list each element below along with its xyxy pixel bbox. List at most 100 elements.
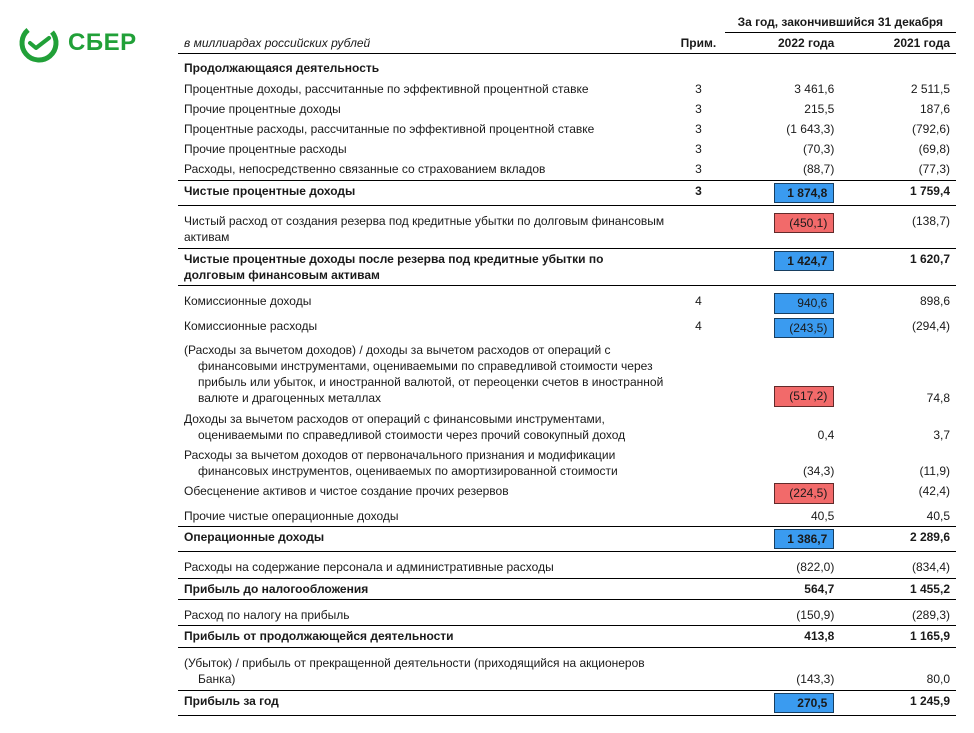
value-cell: 270,5 <box>725 690 841 715</box>
table-row: (Убыток) / прибыль от прекращенной деяте… <box>178 653 956 690</box>
row-label: Процентные расходы, рассчитанные по эффе… <box>178 119 672 139</box>
col-2021-header: 2021 года <box>840 33 956 54</box>
value-cell: (34,3) <box>725 445 841 481</box>
row-note: 3 <box>672 119 725 139</box>
value-cell: 898,6 <box>840 291 956 315</box>
row-note: 4 <box>672 291 725 315</box>
value-cell: (88,7) <box>725 159 841 180</box>
row-label: Расходы на содержание персонала и админи… <box>178 557 672 578</box>
row-note <box>672 578 725 599</box>
row-label: Расходы, непосредственно связанные со ст… <box>178 159 672 180</box>
row-label: Прибыль от продолжающейся деятельности <box>178 626 672 647</box>
row-note <box>672 211 725 248</box>
value-cell: (294,4) <box>840 316 956 340</box>
table-row: Чистые процентные доходы после резерва п… <box>178 248 956 285</box>
value-cell: 1 424,7 <box>725 248 841 285</box>
col-note-header: Прим. <box>672 33 725 54</box>
value-cell: (1 643,3) <box>725 119 841 139</box>
table-row: Комиссионные доходы4940,6898,6 <box>178 291 956 315</box>
value-cell: 2 511,5 <box>840 79 956 99</box>
value-cell: 564,7 <box>725 578 841 599</box>
row-note <box>672 690 725 715</box>
value-cell: 3 461,6 <box>725 79 841 99</box>
value-cell: 1 874,8 <box>725 180 841 205</box>
row-note: 3 <box>672 180 725 205</box>
row-label: (Расходы за вычетом доходов) / доходы за… <box>178 340 672 409</box>
table-row: Доходы за вычетом расходов от операций с… <box>178 409 956 445</box>
brand-name: СБЕР <box>68 29 137 57</box>
row-note <box>672 409 725 445</box>
sber-logo-icon <box>18 22 60 64</box>
table-row: Чистый расход от создания резерва под кр… <box>178 211 956 248</box>
table-body: Продолжающаяся деятельностьПроцентные до… <box>178 54 956 721</box>
value-cell: 413,8 <box>725 626 841 647</box>
row-note <box>672 248 725 285</box>
table-row: Прибыль за год270,51 245,9 <box>178 690 956 715</box>
col-2022-header: 2022 года <box>725 33 841 54</box>
value-cell: 80,0 <box>840 653 956 690</box>
period-superheader: За год, закончившийся 31 декабря <box>725 12 956 33</box>
table-row: Прибыль до налогообложения564,71 455,2 <box>178 578 956 599</box>
row-note <box>672 605 725 626</box>
table-row: Процентные расходы, рассчитанные по эффе… <box>178 119 956 139</box>
row-note <box>672 445 725 481</box>
row-label: Прочие процентные расходы <box>178 139 672 159</box>
income-statement-table: За год, закончившийся 31 декабря в милли… <box>178 12 956 721</box>
value-cell: 40,5 <box>725 506 841 527</box>
value-cell: (150,9) <box>725 605 841 626</box>
table-row: Прибыль от продолжающейся деятельности 41… <box>178 626 956 647</box>
table-row: Продолжающаяся деятельность <box>178 54 956 79</box>
row-note <box>672 557 725 578</box>
value-cell: (450,1) <box>725 211 841 248</box>
table-row: Комиссионные расходы4(243,5)(294,4) <box>178 316 956 340</box>
table-row: Прочие процентные расходы3(70,3)(69,8) <box>178 139 956 159</box>
value-cell: 1 165,9 <box>840 626 956 647</box>
row-label: Процентные доходы, рассчитанные по эффек… <box>178 79 672 99</box>
value-cell: 1 620,7 <box>840 248 956 285</box>
table-row: Чистые процентные доходы3 1 874,8 1 759,4 <box>178 180 956 205</box>
row-label: Комиссионные расходы <box>178 316 672 340</box>
row-label: Прочие чистые операционные доходы <box>178 506 672 527</box>
table-row: (Расходы за вычетом доходов) / доходы за… <box>178 340 956 409</box>
value-cell: (792,6) <box>840 119 956 139</box>
row-note <box>672 340 725 409</box>
row-label: Прибыль за год <box>178 690 672 715</box>
value-cell: (834,4) <box>840 557 956 578</box>
value-cell: 1 759,4 <box>840 180 956 205</box>
value-cell: (11,9) <box>840 445 956 481</box>
value-cell: (138,7) <box>840 211 956 248</box>
row-note: 3 <box>672 159 725 180</box>
row-note: 3 <box>672 139 725 159</box>
row-note <box>672 481 725 505</box>
value-cell: (143,3) <box>725 653 841 690</box>
row-label: Расход по налогу на прибыль <box>178 605 672 626</box>
value-cell: (70,3) <box>725 139 841 159</box>
value-cell: (42,4) <box>840 481 956 505</box>
table-row: Операционные доходы1 386,72 289,6 <box>178 526 956 551</box>
page-root: СБЕР За год, закончившийся 31 декабря в … <box>18 12 956 721</box>
value-cell: (69,8) <box>840 139 956 159</box>
table-row: Прочие чистые операционные доходы40,540,… <box>178 506 956 527</box>
table-row: Обесценение активов и чистое создание пр… <box>178 481 956 505</box>
brand-logo: СБЕР <box>18 12 178 64</box>
highlighted-value: (517,2) <box>774 386 834 406</box>
row-note: 3 <box>672 99 725 119</box>
value-cell: (243,5) <box>725 316 841 340</box>
row-note <box>672 653 725 690</box>
table-row: Расходы на содержание персонала и админи… <box>178 557 956 578</box>
highlighted-value: 1 874,8 <box>774 183 834 203</box>
highlighted-value: (224,5) <box>774 483 834 503</box>
value-cell: 1 386,7 <box>725 526 841 551</box>
row-note: 3 <box>672 79 725 99</box>
row-label: Доходы за вычетом расходов от операций с… <box>178 409 672 445</box>
row-label: (Убыток) / прибыль от прекращенной деяте… <box>178 653 672 690</box>
value-cell: 1 455,2 <box>840 578 956 599</box>
value-cell: (822,0) <box>725 557 841 578</box>
row-label: Чистые процентные доходы <box>178 180 672 205</box>
row-label: Расходы за вычетом доходов от первоначал… <box>178 445 672 481</box>
highlighted-value: (450,1) <box>774 213 834 233</box>
highlighted-value: 270,5 <box>774 693 834 713</box>
value-cell: 940,6 <box>725 291 841 315</box>
highlighted-value: (243,5) <box>774 318 834 338</box>
row-label: Обесценение активов и чистое создание пр… <box>178 481 672 505</box>
